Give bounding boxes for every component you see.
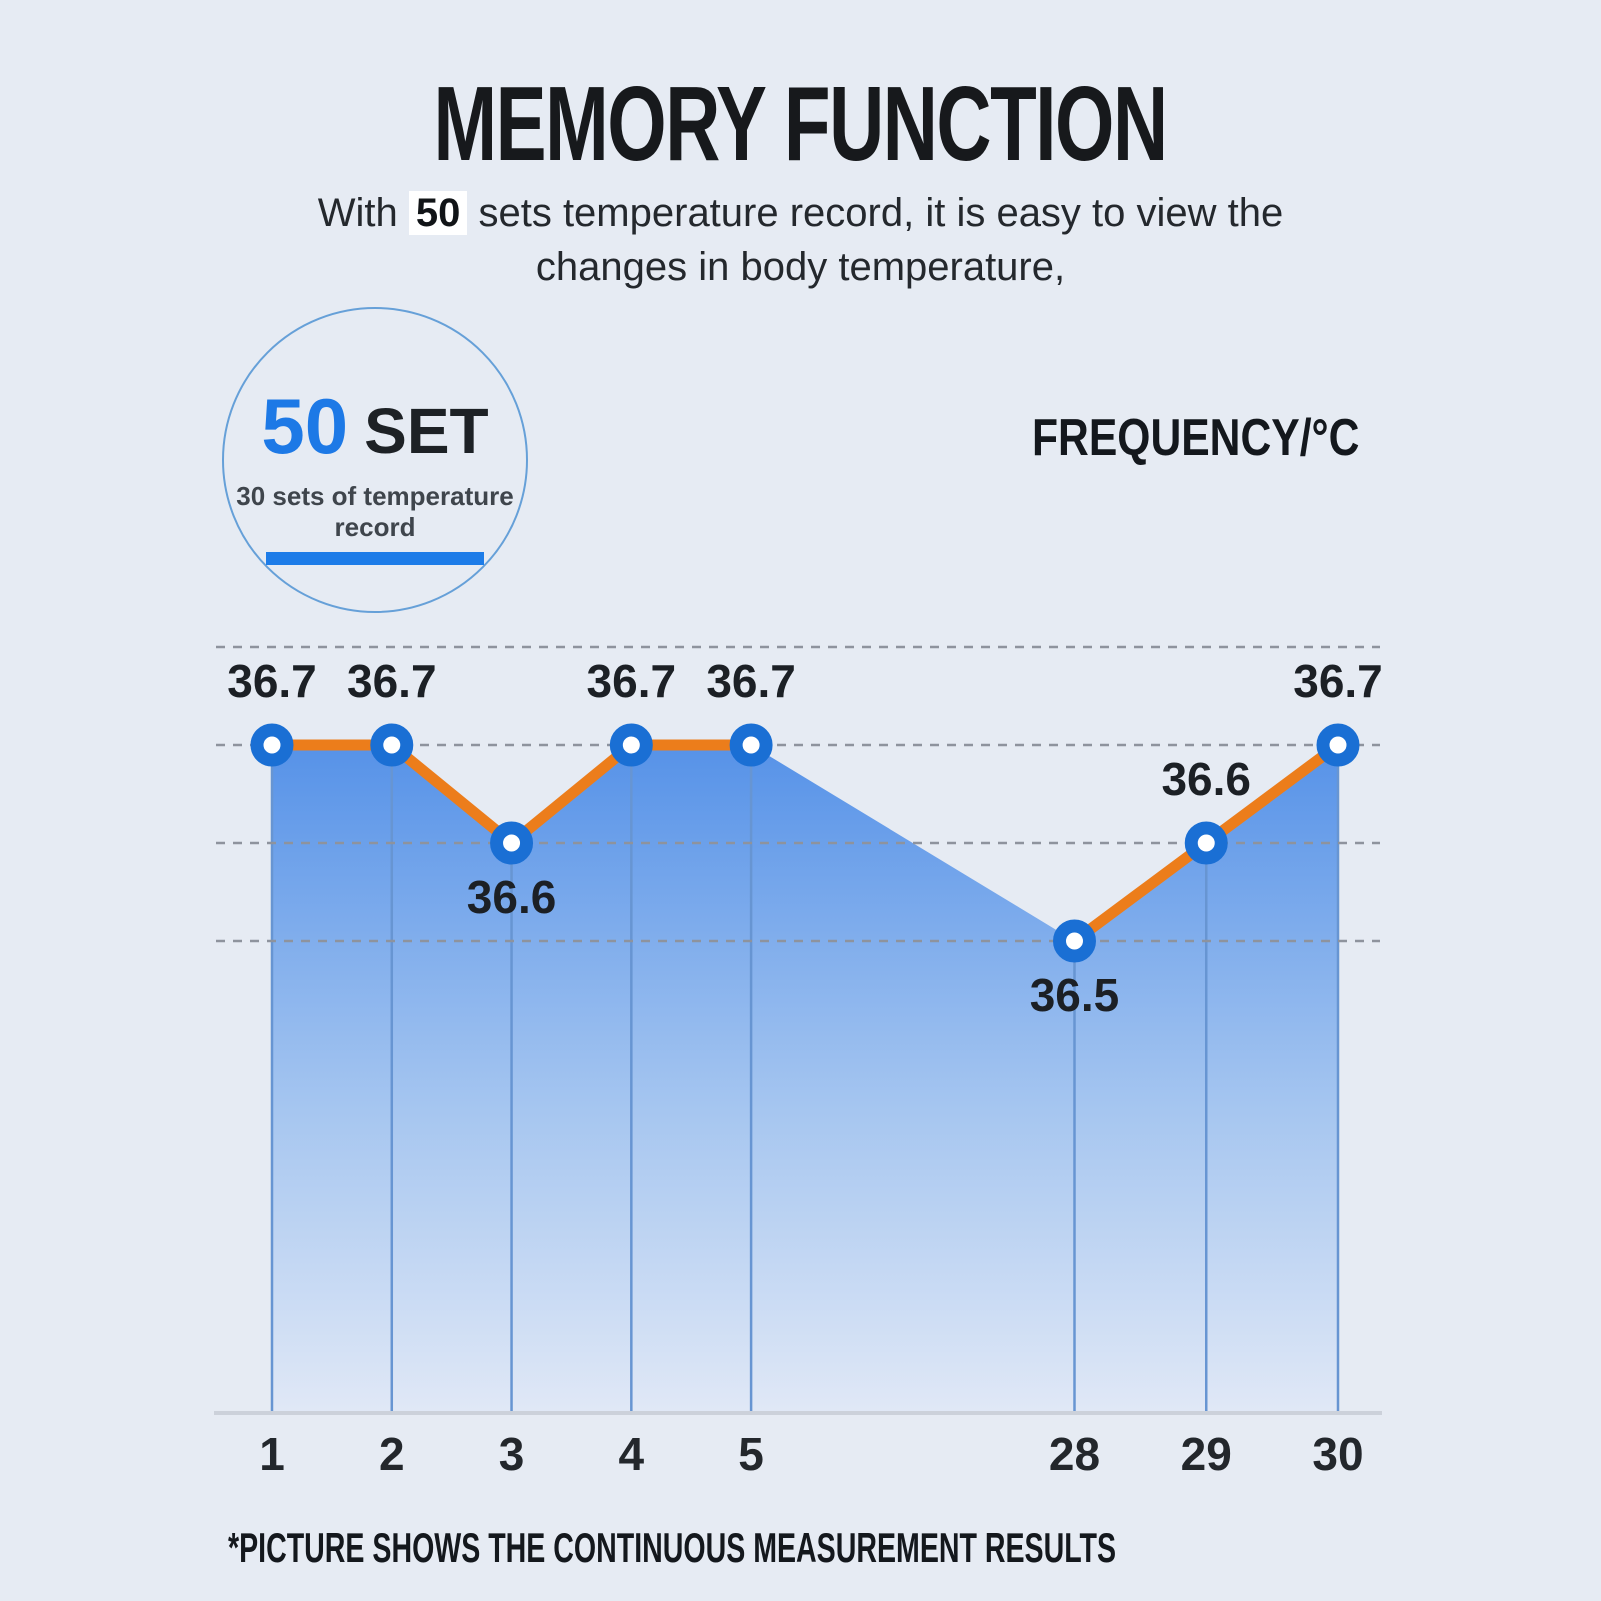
- point-value-label: 36.7: [227, 655, 317, 707]
- memory-badge-circle: 50 SET 30 sets of temperature record: [222, 307, 528, 613]
- data-point-marker: [370, 723, 414, 767]
- point-value-label: 36.7: [1293, 655, 1383, 707]
- badge-caption: 30 sets of temperature record: [236, 481, 513, 542]
- data-point-marker: [250, 723, 294, 767]
- x-tick-label: 3: [499, 1428, 525, 1480]
- subtitle-line1-rest: sets temperature record, it is easy to v…: [467, 191, 1284, 235]
- x-tick-label: 5: [738, 1428, 764, 1480]
- point-value-label: 36.5: [1030, 969, 1120, 1021]
- point-value-label: 36.7: [587, 655, 677, 707]
- point-value-label: 36.7: [706, 655, 796, 707]
- badge-caption-line2: record: [334, 511, 416, 542]
- point-value-label: 36.6: [1161, 753, 1251, 805]
- data-point-marker: [609, 723, 653, 767]
- page-title: MEMORY FUNCTION: [0, 64, 1601, 185]
- footnote: *PICTURE SHOWS THE CONTINUOUS MEASUREMEN…: [228, 1524, 1117, 1571]
- data-point-marker: [1052, 919, 1096, 963]
- data-point-marker: [490, 821, 534, 865]
- data-point-marker: [1316, 723, 1360, 767]
- point-value-label: 36.7: [347, 655, 437, 707]
- badge-number: 50: [261, 382, 349, 470]
- x-tick-label: 2: [379, 1428, 405, 1480]
- x-tick-label: 30: [1312, 1428, 1363, 1480]
- x-tick-label: 29: [1181, 1428, 1232, 1480]
- badge-unit: SET: [364, 395, 489, 467]
- x-tick-label: 4: [619, 1428, 645, 1480]
- subtitle-line2: changes in body temperature,: [535, 245, 1066, 289]
- x-tick-label: 1: [259, 1428, 285, 1480]
- point-value-label: 36.6: [467, 871, 557, 923]
- badge-underline-bar: [266, 552, 484, 566]
- subtitle-prefix: With: [317, 191, 409, 235]
- page-title-text: MEMORY FUNCTION: [433, 65, 1169, 183]
- subtitle: With 50 sets temperature record, it is e…: [0, 186, 1601, 294]
- badge-headline: 50 SET: [261, 387, 488, 465]
- x-tick-label: 28: [1049, 1428, 1100, 1480]
- data-point-marker: [729, 723, 773, 767]
- subtitle-line1: With 50 sets temperature record, it is e…: [0, 186, 1601, 240]
- badge-caption-line1: 30 sets of temperature: [236, 481, 514, 511]
- data-point-marker: [1184, 821, 1228, 865]
- subtitle-highlight: 50: [408, 191, 468, 235]
- chart-title: FREQUENCY/°C: [1032, 409, 1360, 467]
- area-fill: [272, 745, 1338, 1411]
